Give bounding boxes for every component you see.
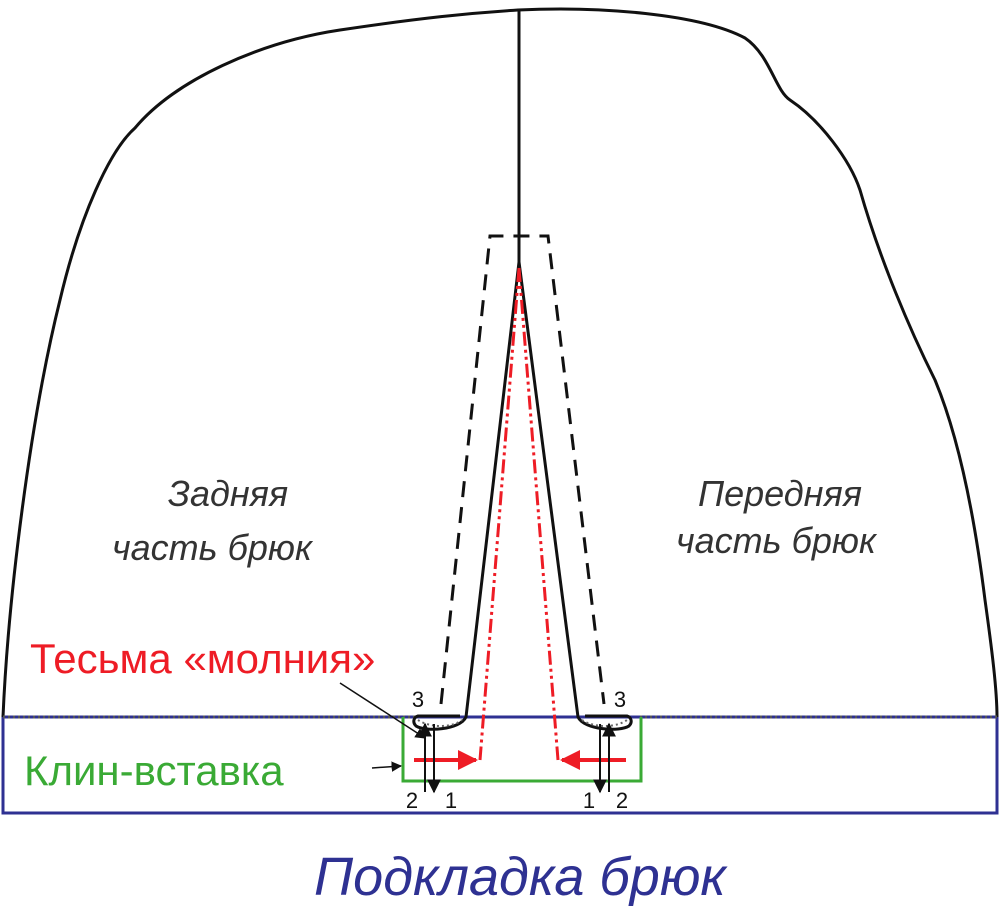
gusset-label-pointer: [371, 761, 403, 772]
step-number-left-3: 3: [412, 687, 424, 712]
slit-right-edge: [517, 261, 633, 731]
slit-left-edge: [412, 261, 521, 731]
zipper-label: Тесьма «молния»: [30, 635, 375, 682]
lining-rectangle: [1, 715, 999, 815]
front-part-label-line1: Передняя: [698, 473, 862, 514]
fly-dashed-outline: [439, 234, 606, 705]
zipper-tape-right: [517, 267, 560, 761]
step-number-left-2: 2: [406, 788, 418, 813]
zipper-label-pointer: [339, 682, 426, 739]
pants-outline: [1, 7, 999, 718]
step-number-right-1: 1: [583, 788, 595, 813]
gusset-label: Клин-вставка: [24, 747, 284, 794]
front-part-label-line2: часть брюк: [676, 520, 878, 561]
gusset-insert: [401, 717, 643, 783]
zipper-tape-left: [478, 267, 521, 761]
step-number-left-1: 1: [445, 788, 457, 813]
back-part-label-line1: Задняя: [168, 473, 288, 514]
lining-label: Подкладка брюк: [314, 847, 728, 907]
step-number-right-3: 3: [614, 687, 626, 712]
back-part-label-line2: часть брюк: [112, 527, 314, 568]
step-number-right-2: 2: [616, 788, 628, 813]
